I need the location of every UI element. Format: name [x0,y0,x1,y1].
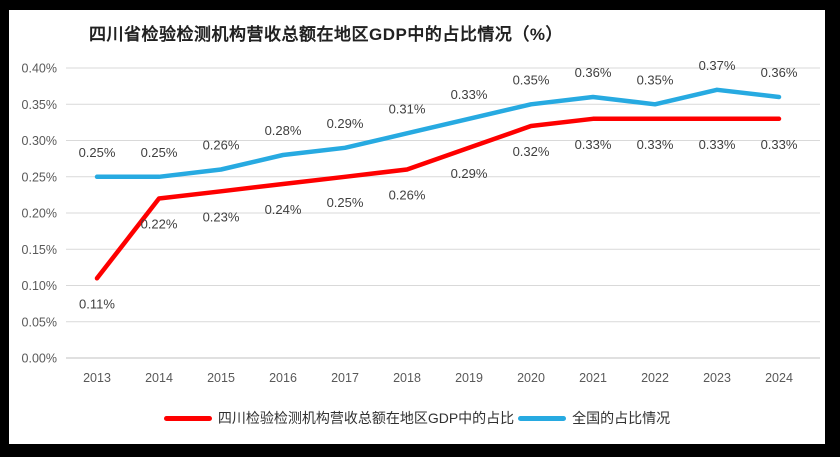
data-label-sichuan: 0.23% [203,209,240,224]
chart-panel: 四川省检验检测机构营收总额在地区GDP中的占比情况（%） 0.00% 0.05% 0… [9,10,825,444]
x-axis-tick-label: 2024 [765,371,793,385]
x-axis-tick-label: 2021 [579,371,607,385]
data-label-national: 0.29% [327,116,364,131]
x-axis-tick-label: 2015 [207,371,235,385]
data-label-national: 0.37% [699,58,736,73]
legend-label-sichuan: 四川检验检测机构营收总额在地区GDP中的占比 [217,410,515,426]
data-label-national: 0.35% [513,72,550,87]
y-axis-tick-label: 0.30% [22,134,57,148]
data-label-sichuan: 0.24% [265,202,302,217]
legend-item-sichuan: 四川检验检测机构营收总额在地区GDP中的占比 [163,408,515,428]
legend-line-swatch-national [518,415,567,421]
data-label-national: 0.35% [637,72,674,87]
data-label-national: 0.25% [79,145,116,160]
series-line-national [94,87,782,180]
x-axis-tick-label: 2017 [331,371,359,385]
data-label-national: 0.25% [141,145,178,160]
y-axis-tick-label: 0.35% [22,98,57,112]
legend-item-national: 全国的占比情况 [518,408,670,428]
y-axis-tick-label: 0.10% [22,279,57,293]
chart-plot: 0.00% 0.05% 0.10% 0.15% 0.20% 0.25% 0.30% 0.35%… [22,58,820,385]
x-axis-tick-label: 2018 [393,371,421,385]
data-label-sichuan: 0.29% [451,166,488,181]
data-label-sichuan: 0.33% [637,137,674,152]
data-label-national: 0.33% [451,87,488,102]
data-label-national: 0.36% [575,65,612,80]
legend-line-swatch-sichuan [163,415,212,421]
chart-title: 四川省检验检测机构营收总额在地区GDP中的占比情况（%） [89,25,563,44]
y-axis-tick-label: 0.00% [22,352,57,366]
data-label-national: 0.28% [265,123,302,138]
data-label-national: 0.31% [389,101,426,116]
x-axis-tick-label: 2016 [269,371,297,385]
x-axis-tick-label: 2020 [517,371,545,385]
data-label-sichuan: 0.32% [513,144,550,159]
data-label-sichuan: 0.33% [761,137,798,152]
data-label-sichuan: 0.11% [79,296,115,311]
x-axis-tick-label: 2023 [703,371,731,385]
series-line-sichuan [94,116,782,281]
data-label-sichuan: 0.33% [699,137,736,152]
y-axis-tick-label: 0.20% [22,207,57,221]
data-label-national: 0.36% [761,65,798,80]
chart-legend: 四川检验检测机构营收总额在地区GDP中的占比 全国的占比情况 [9,408,825,428]
data-label-sichuan: 0.25% [327,195,364,210]
data-label-sichuan: 0.26% [389,188,426,203]
x-axis-tick-label: 2013 [83,371,111,385]
y-axis-tick-label: 0.05% [22,315,57,329]
data-label-national: 0.26% [203,138,240,153]
x-axis-tick-label: 2022 [641,371,669,385]
y-axis-tick-label: 0.25% [22,170,57,184]
legend-label-national: 全国的占比情况 [572,410,671,426]
x-axis-tick-label: 2019 [455,371,483,385]
data-label-sichuan: 0.33% [575,137,612,152]
y-axis-tick-label: 0.40% [22,62,57,76]
data-label-sichuan: 0.22% [141,217,178,232]
y-axis-tick-label: 0.15% [22,243,57,257]
x-axis-tick-label: 2014 [145,371,173,385]
